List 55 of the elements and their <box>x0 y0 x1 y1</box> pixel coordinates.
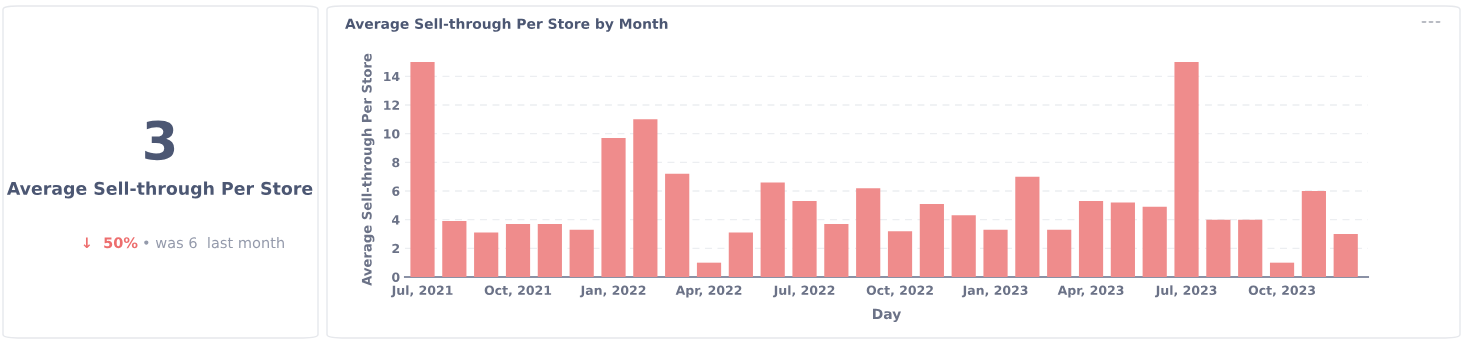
bar <box>792 201 817 277</box>
bar <box>728 232 753 277</box>
text: 3 <box>145 120 175 161</box>
chart-title: Average Sell-through Per Store by Month <box>345 18 668 32</box>
bar <box>1110 202 1135 277</box>
bar <box>983 229 1008 277</box>
text: Average Sell-through Per Store <box>6 181 313 199</box>
y-tick-label: 4 <box>392 215 400 225</box>
y-axis-title: Average Sell-through Per Store <box>361 53 375 286</box>
bar <box>919 203 944 277</box>
x-tick-label: Jul, 2021 <box>390 285 453 298</box>
bar <box>442 221 467 277</box>
text: • was 6 last month <box>144 236 284 249</box>
x-tick-label: Oct, 2022 <box>866 285 933 297</box>
x-tick-label: Apr, 2023 <box>1057 285 1124 298</box>
bar <box>1301 191 1326 277</box>
x-tick-label: Jul, 2023 <box>1154 285 1217 298</box>
bar <box>1238 219 1263 277</box>
y-tick-label: 6 <box>392 186 400 196</box>
bar <box>1015 176 1040 277</box>
y-tick-label: 8 <box>392 157 400 168</box>
bar <box>951 215 976 277</box>
x-tick-label: Jul, 2022 <box>772 285 835 298</box>
bar <box>474 232 499 277</box>
bar <box>410 62 435 277</box>
bar <box>537 223 562 277</box>
bar <box>505 223 531 277</box>
bar <box>696 262 722 277</box>
bar <box>601 137 626 277</box>
bar <box>665 173 690 277</box>
bar <box>856 188 881 277</box>
x-tick-label: Apr, 2022 <box>675 285 742 298</box>
bar <box>1206 219 1231 277</box>
bar <box>1047 229 1072 277</box>
bar <box>1142 206 1167 277</box>
x-tick-label: Oct, 2021 <box>484 285 552 297</box>
bar <box>569 229 594 277</box>
bar <box>824 223 849 277</box>
y-tick-label: 12 <box>384 100 400 110</box>
bar <box>1269 262 1295 277</box>
y-tick-label: 0 <box>392 272 400 282</box>
x-tick-label: Oct, 2023 <box>1248 285 1315 297</box>
x-axis-title: Day <box>873 308 902 322</box>
bar <box>633 119 658 277</box>
bar <box>760 182 785 277</box>
bar <box>1078 201 1104 277</box>
bar <box>1333 234 1358 277</box>
x-tick-label: Jan, 2023 <box>961 285 1028 298</box>
y-tick-label: 10 <box>384 129 400 139</box>
bar <box>887 231 913 277</box>
y-tick-label: 14 <box>384 71 400 82</box>
bar <box>1174 62 1199 277</box>
x-tick-label: Jan, 2022 <box>579 285 646 298</box>
text: ↓ 50% <box>83 237 138 249</box>
y-tick-label: 2 <box>392 243 400 254</box>
